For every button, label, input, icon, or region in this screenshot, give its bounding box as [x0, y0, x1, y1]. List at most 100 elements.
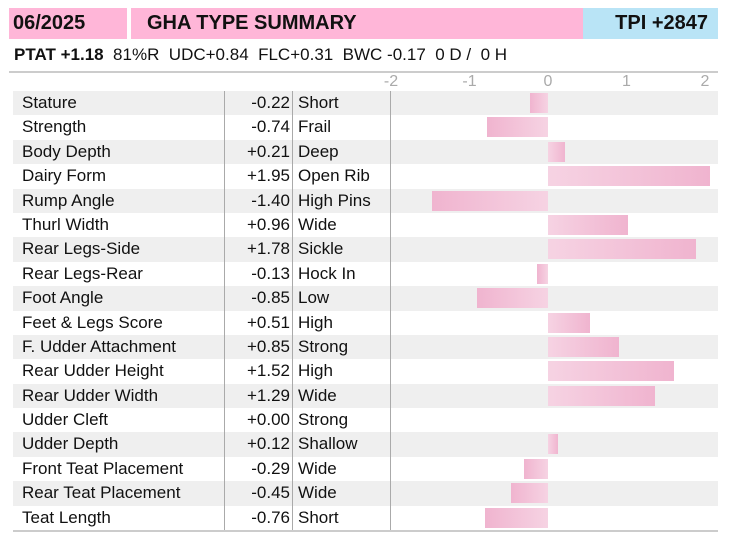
trait-label: Stature: [22, 93, 77, 112]
trait-label: Body Depth: [22, 141, 111, 161]
trait-value: +1.78: [246, 239, 290, 259]
trait-value: +1.95: [246, 166, 290, 186]
date-label: 06/2025: [13, 12, 86, 34]
trait-label: Front Teat Placement: [22, 458, 184, 478]
axis-tick-label: -2: [383, 73, 399, 90]
trait-label: Rear Legs-Rear: [22, 263, 143, 283]
table-row: Teat Length -0.76 Short: [13, 506, 718, 530]
trait-descriptor: Frail: [298, 117, 332, 137]
table-row: Foot Angle -0.85 Low: [13, 286, 718, 311]
bar: [548, 361, 675, 382]
trait-descriptor: High: [298, 361, 333, 381]
axis-tick-label: 1: [622, 73, 631, 90]
trait-descriptor: Wide: [298, 458, 337, 478]
bar: [548, 214, 628, 235]
trait-label: F. Udder Attachment: [22, 336, 177, 356]
trait-label: Rear Udder Width: [22, 385, 159, 405]
bar: [486, 117, 548, 138]
column-divider: [224, 91, 225, 530]
trait-descriptor: Wide: [298, 483, 337, 503]
table-bottom-border: [13, 530, 718, 532]
trait-descriptor: Strong: [298, 336, 349, 356]
bar: [477, 288, 548, 309]
table-row: Body Depth +0.21 Deep: [13, 139, 718, 165]
trait-value: +0.96: [246, 214, 290, 234]
trait-descriptor: Sickle: [298, 239, 344, 259]
bar: [548, 312, 591, 333]
tpi-badge: TPI +2847: [583, 8, 718, 39]
table-row: Front Teat Placement -0.29 Wide: [13, 457, 718, 481]
trait-label: Udder Depth: [22, 434, 119, 454]
table-row: Rear Legs-Rear -0.13 Hock In: [13, 262, 718, 286]
trait-value: +0.00: [246, 410, 290, 430]
bar: [484, 507, 548, 528]
table-row: Feet & Legs Score +0.51 High: [13, 311, 718, 335]
trait-value: +0.12: [246, 434, 290, 454]
bar: [548, 385, 656, 406]
axis-tick-label: 2: [700, 73, 710, 90]
header-separator: [127, 8, 131, 39]
divider: [9, 71, 718, 73]
trait-value: -0.45: [251, 483, 290, 503]
trait-value: -0.85: [251, 288, 290, 308]
trait-label: Foot Angle: [22, 288, 104, 308]
trait-table: Stature -0.22 Short Strength -0.74 Frail Body …: [13, 91, 718, 530]
trait-descriptor: Wide: [298, 385, 337, 405]
table-row: Dairy Form +1.95 Open Rib: [13, 164, 718, 188]
bar: [548, 141, 566, 162]
trait-descriptor: Short: [298, 93, 339, 112]
bar: [431, 190, 548, 211]
bar: [548, 166, 710, 187]
trait-value: -0.76: [251, 507, 290, 527]
bar: [548, 434, 558, 455]
trait-label: Rear Legs-Side: [22, 239, 141, 259]
trait-label: Udder Cleft: [22, 410, 108, 430]
trait-value: +0.85: [246, 336, 290, 356]
trait-value: +0.21: [246, 141, 290, 161]
trait-value: -0.13: [251, 263, 290, 283]
trait-label: Teat Length: [22, 507, 111, 527]
ptat-value: PTAT +1.18: [14, 45, 104, 64]
trait-descriptor: Shallow: [298, 434, 358, 454]
trait-value: +1.29: [246, 385, 290, 405]
column-divider: [292, 91, 293, 530]
trait-value: +1.52: [246, 361, 290, 381]
table-row: Strength -0.74 Frail: [13, 115, 718, 139]
table-row: Rear Udder Height +1.52 High: [13, 359, 718, 383]
table-row: F. Udder Attachment +0.85 Strong: [13, 334, 718, 360]
trait-label: Dairy Form: [22, 166, 107, 186]
table-row: Udder Cleft +0.00 Strong: [13, 408, 718, 432]
column-divider: [390, 91, 391, 530]
table-row: Thurl Width +0.96 Wide: [13, 213, 718, 237]
table-row: Rear Teat Placement -0.45 Wide: [13, 481, 718, 506]
bar: [523, 458, 548, 479]
bar: [548, 239, 696, 260]
summary-line: PTAT +1.18 81%R UDC+0.84 FLC+0.31 BWC -0…: [14, 43, 507, 67]
axis-tick-label: 0: [543, 73, 553, 90]
trait-descriptor: Strong: [298, 410, 349, 430]
trait-value: -0.74: [251, 117, 290, 137]
axis-tick-label: -1: [462, 73, 477, 90]
trait-descriptor: Wide: [298, 214, 337, 234]
table-row: Rear Legs-Side +1.78 Sickle: [13, 237, 718, 262]
trait-descriptor: Hock In: [298, 263, 356, 283]
trait-descriptor: High: [298, 312, 333, 332]
trait-label: Rear Teat Placement: [22, 483, 181, 503]
trait-label: Thurl Width: [22, 214, 109, 234]
bar: [548, 336, 619, 357]
trait-label: Rump Angle: [22, 190, 115, 210]
bar: [537, 263, 548, 284]
table-row: Stature -0.22 Short: [13, 91, 718, 116]
table-row: Rear Udder Width +1.29 Wide: [13, 383, 718, 409]
trait-descriptor: Short: [298, 507, 339, 527]
page-title: GHA TYPE SUMMARY: [147, 12, 357, 34]
trait-value: -1.40: [251, 190, 290, 210]
trait-label: Feet & Legs Score: [22, 312, 163, 332]
bar: [529, 93, 548, 113]
trait-descriptor: Deep: [298, 141, 339, 161]
trait-descriptor: High Pins: [298, 190, 371, 210]
trait-label: Strength: [22, 117, 87, 137]
table-row: Udder Depth +0.12 Shallow: [13, 432, 718, 457]
bar: [510, 483, 548, 504]
header-bar: GHA TYPE SUMMARY TPI +2847: [9, 8, 718, 39]
